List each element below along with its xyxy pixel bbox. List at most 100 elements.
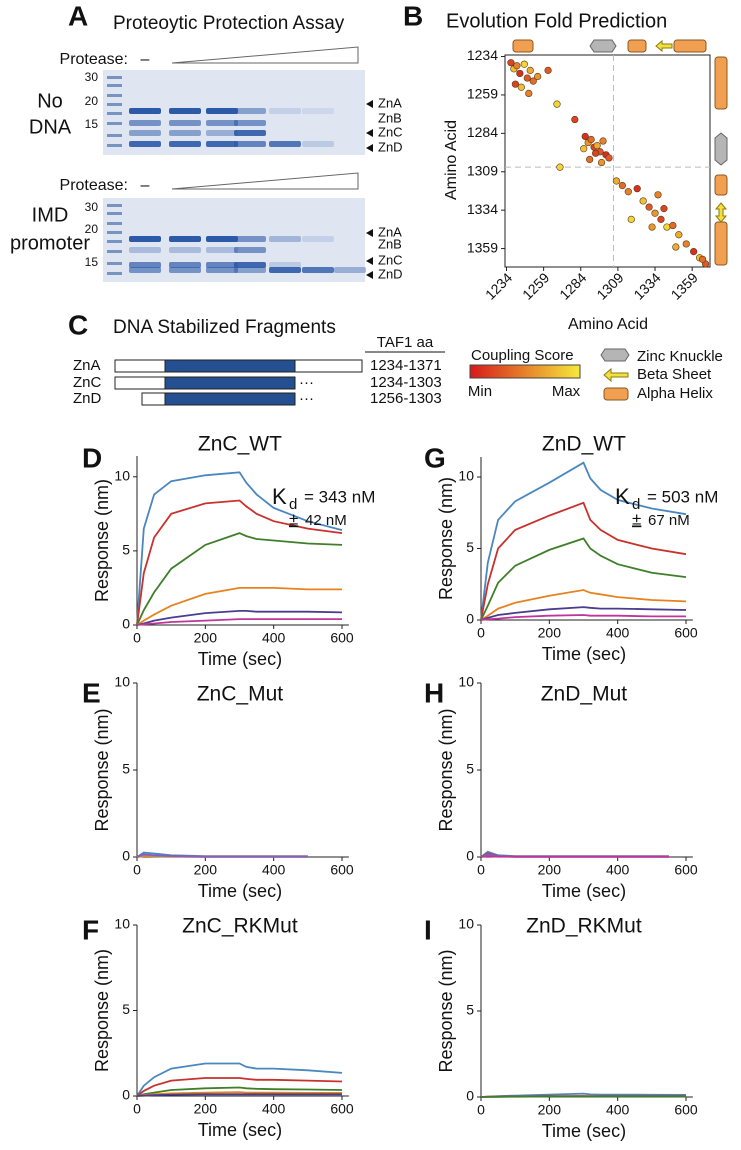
gel-band xyxy=(234,108,266,114)
coupling-point xyxy=(675,231,683,239)
x-tick-label: 600 xyxy=(674,862,698,878)
binding-curve xyxy=(136,499,343,626)
gel-band xyxy=(169,130,201,136)
ladder-label: 20 xyxy=(85,222,99,236)
y-axis-label: Response (nm) xyxy=(92,479,112,602)
gel-band xyxy=(129,130,161,136)
binding-curve xyxy=(480,855,669,858)
ladder-band xyxy=(107,204,122,207)
gel-band xyxy=(234,262,266,268)
panel-letter: H xyxy=(424,677,444,708)
condition-label: No xyxy=(37,90,63,112)
coupling-point xyxy=(526,66,534,74)
gel-band xyxy=(129,120,161,126)
coupling-point xyxy=(597,158,606,167)
coupling-point xyxy=(592,149,600,157)
gel-band xyxy=(302,267,334,273)
gel-band xyxy=(206,108,238,114)
panel-title: DNA Stabilized Fragments xyxy=(113,317,336,338)
x-tick-label: 200 xyxy=(538,862,562,878)
kd-pm: ± xyxy=(632,509,641,528)
alpha-helix xyxy=(714,56,728,110)
coupling-point xyxy=(612,177,621,185)
coupling-point xyxy=(553,100,561,108)
band-label: ZnA xyxy=(378,224,402,239)
coupling-point xyxy=(682,240,690,248)
colorbar-label: Min xyxy=(468,383,492,400)
colorbar-title: Coupling Score xyxy=(471,347,574,364)
x-tick-label: 0 xyxy=(477,1102,485,1118)
condition-label: DNA xyxy=(29,116,72,138)
coupling-point xyxy=(534,72,542,81)
y-tick-label: 10 xyxy=(114,467,130,483)
fragment-range: 1256-1303 xyxy=(370,390,442,407)
gel-band xyxy=(234,267,266,273)
binding-curve xyxy=(480,461,687,621)
binding-curve xyxy=(480,501,687,621)
x-tick-label: 1284 xyxy=(556,269,589,302)
ladder-band xyxy=(107,76,122,79)
coupling-point xyxy=(599,137,607,145)
y-axis-label: Amino Acid xyxy=(443,120,460,200)
structure-legend: Beta Sheet xyxy=(637,366,712,383)
band-arrow xyxy=(366,100,373,108)
gel-band xyxy=(129,267,161,273)
y-tick-label: 10 xyxy=(458,674,474,690)
x-tick-label: 1359 xyxy=(668,269,701,302)
coupling-point xyxy=(645,203,653,211)
band-arrow xyxy=(366,257,373,265)
gel-band xyxy=(206,262,238,268)
gel-band xyxy=(302,236,334,242)
coupling-point xyxy=(571,115,579,124)
x-tick-label: 400 xyxy=(606,862,630,878)
continuation: ··· xyxy=(299,390,314,407)
y-tick-label: 5 xyxy=(122,761,130,777)
y-tick-label: 1334 xyxy=(467,201,498,217)
chart-title: ZnC_Mut xyxy=(197,683,284,706)
chart-title: Evolution Fold Prediction xyxy=(446,10,667,32)
gel-band xyxy=(129,236,161,242)
coupling-point xyxy=(520,60,528,68)
chart-title: ZnD_RKMut xyxy=(526,915,642,938)
ladder-band xyxy=(107,272,122,275)
x-tick-label: 600 xyxy=(674,625,698,641)
x-tick-label: 200 xyxy=(194,1101,218,1117)
y-axis-label: Response (nm) xyxy=(92,708,112,831)
protease-label: Protease: xyxy=(60,51,128,68)
alpha-helix xyxy=(714,221,728,266)
kd-subscript: d xyxy=(289,496,297,513)
gel-band xyxy=(169,262,201,268)
gel-band xyxy=(302,141,334,147)
gel-band xyxy=(129,108,161,114)
protease-gradient xyxy=(171,46,359,64)
x-tick-label: 0 xyxy=(477,625,485,641)
kd-symbol: K xyxy=(272,484,287,509)
fragment-name: ZnD xyxy=(73,390,102,407)
y-axis-label: Response (nm) xyxy=(436,949,456,1072)
x-tick-label: 400 xyxy=(262,1101,286,1117)
kd-value: = 503 nM xyxy=(647,487,718,506)
binding-curve xyxy=(136,532,343,626)
band-arrow xyxy=(366,229,373,237)
coupling-point xyxy=(648,223,656,231)
fragment-core xyxy=(164,376,296,390)
protease-label: Protease: xyxy=(60,177,128,194)
y-tick-label: 5 xyxy=(466,1002,474,1018)
coupling-point xyxy=(605,154,613,162)
zinc-knuckle xyxy=(600,348,630,362)
x-axis-label: Time (sec) xyxy=(542,881,626,901)
panel-letter: D xyxy=(82,442,102,473)
chart-title: ZnD_WT xyxy=(542,433,626,456)
binding-curve xyxy=(480,614,686,621)
ladder-band xyxy=(107,250,122,253)
y-axis-label: Response (nm) xyxy=(436,708,456,831)
coupling-point xyxy=(580,145,588,153)
structure-legend: Zinc Knuckle xyxy=(637,348,723,365)
panel-letter: A xyxy=(68,0,88,31)
y-tick-label: 10 xyxy=(458,916,474,932)
y-tick-label: 1359 xyxy=(467,239,498,255)
gel-band xyxy=(169,120,201,126)
ladder-band xyxy=(107,103,122,106)
y-tick-label: 5 xyxy=(466,539,474,555)
